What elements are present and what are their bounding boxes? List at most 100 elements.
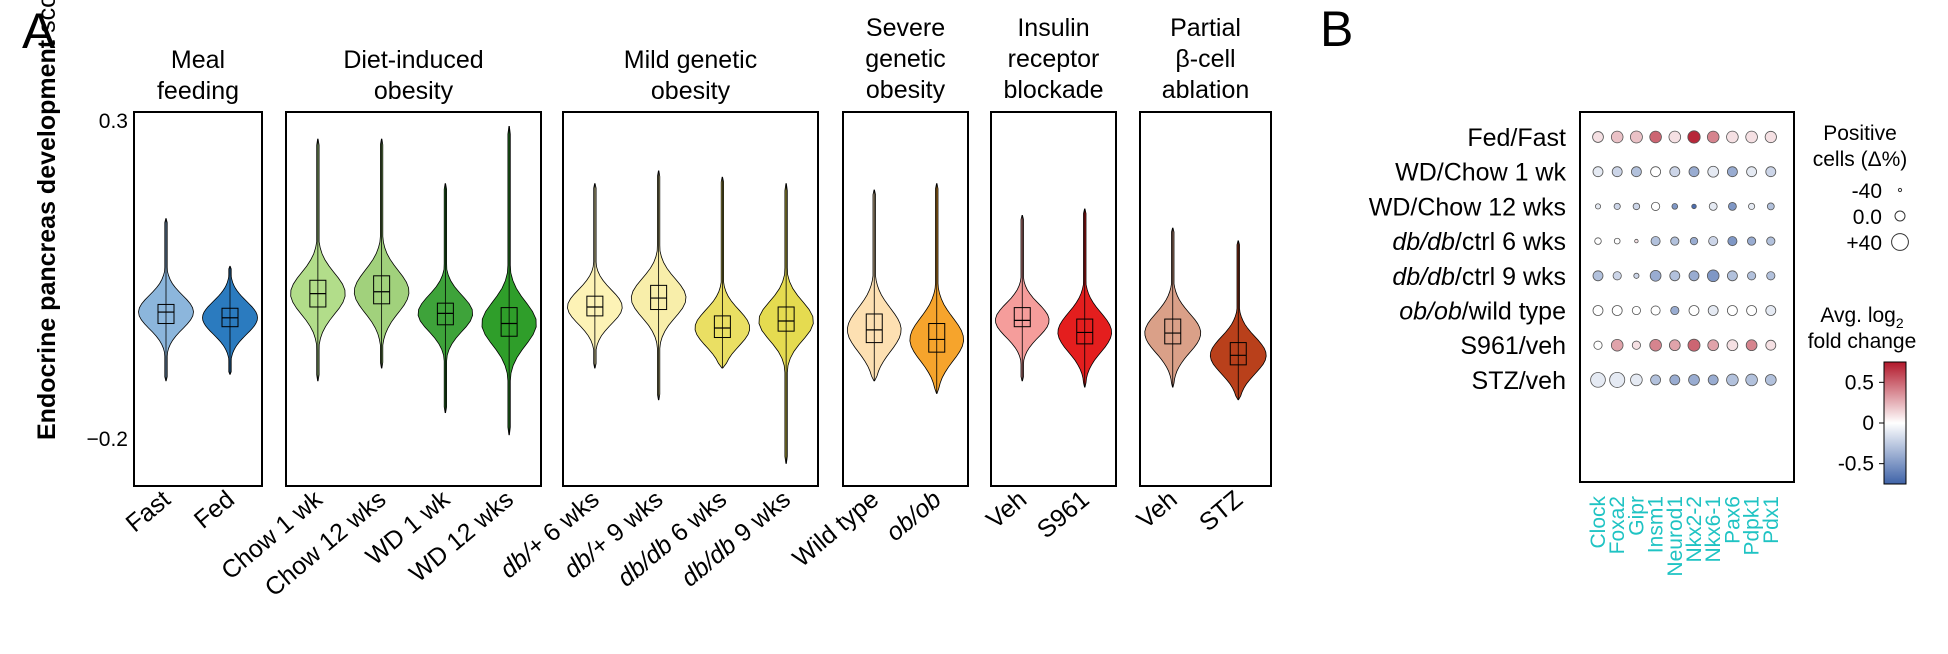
violin-box	[1229, 342, 1247, 366]
dot-neurod1	[1669, 270, 1681, 282]
dot-gipr	[1631, 166, 1642, 178]
dot-insm1	[1650, 236, 1661, 247]
dot-pdx1	[1766, 271, 1776, 281]
dot-pdx1	[1765, 305, 1777, 316]
violin-fast	[138, 218, 194, 382]
dot-nkx6-1	[1708, 202, 1718, 211]
y-axis-label-bold: Endocrine pancreas development	[33, 39, 61, 440]
violin-s961	[1057, 208, 1113, 388]
color-bar	[1883, 361, 1907, 485]
dot-pdpk1	[1745, 339, 1758, 352]
dot-nkx2-2	[1688, 166, 1700, 178]
size-legend-label: +40	[1846, 232, 1882, 255]
panel-title-line: Mild genetic	[624, 46, 757, 74]
color-bar-tick-label: 0.5	[1845, 371, 1874, 394]
color-legend-title-1: Avg. log2	[1820, 304, 1904, 331]
dot-nkx6-1	[1707, 374, 1719, 386]
row-label-part: db/db	[1392, 263, 1455, 291]
row-label-part: db/db	[1392, 228, 1455, 256]
gene-label-nkx2-2: Nkx2-2	[1683, 496, 1706, 563]
row-label: db/db/ctrl 6 wks	[1392, 228, 1566, 256]
color-legend: Avg. log2 fold change 0.5 0 -0.5	[1808, 304, 1917, 485]
dot-pdpk1	[1748, 202, 1756, 210]
dot-foxa2	[1611, 166, 1623, 178]
violin-chow-12-wks	[353, 138, 410, 369]
dot-foxa2	[1611, 305, 1623, 316]
dot-nkx6-1	[1706, 130, 1720, 144]
dot-insm1	[1649, 269, 1662, 282]
dot-nkx2-2	[1689, 236, 1699, 246]
x-tick-label-fast: Fast	[121, 485, 176, 538]
row-label: db/db/ctrl 9 wks	[1392, 263, 1566, 291]
violin-ob-ob	[909, 183, 965, 394]
row-label-part: WD/Chow 12 wks	[1369, 193, 1566, 221]
dot-nkx2-2	[1688, 305, 1700, 316]
gene-label-pdpk1: Pdpk1	[1741, 496, 1764, 556]
violin-db-db-6-wks	[694, 176, 751, 369]
panel-title-line: obesity	[651, 77, 731, 105]
panel-frame	[133, 111, 263, 487]
panel-title-line: Insulin	[1017, 14, 1089, 42]
violin-wd-1-wk	[417, 183, 474, 414]
dot-gipr	[1630, 373, 1643, 387]
dot-pax6	[1727, 305, 1738, 316]
dot-nkx2-2	[1688, 374, 1700, 386]
x-tick-label-wild-type: Wild type	[787, 485, 884, 573]
panel-title-line: Meal	[171, 46, 225, 74]
dot-plot-dots	[1590, 130, 1777, 388]
panel-partial-cell-ablation: Partial β-cell ablation Veh STZ	[1132, 14, 1272, 537]
panel-title-line: Diet-induced	[343, 46, 483, 74]
violin-veh	[995, 215, 1050, 382]
gene-label-neurod1: Neurod1	[1664, 496, 1687, 577]
size-legend-dot	[1897, 187, 1903, 193]
dot-pdpk1	[1746, 305, 1757, 316]
panel-frame	[842, 111, 969, 487]
dot-neurod1	[1671, 203, 1679, 210]
violin-box	[1164, 318, 1182, 345]
dot-pdpk1	[1747, 271, 1757, 281]
violin-wd-12-wks	[481, 125, 537, 436]
color-legend-title-2: fold change	[1808, 330, 1917, 353]
color-bar-tick-label: 0	[1862, 412, 1874, 435]
dot-gipr	[1631, 340, 1641, 350]
panel-title-line: feeding	[157, 77, 239, 105]
dot-nkx2-2	[1687, 130, 1701, 144]
panel-insulin-receptor-blockade: Insulin receptor blockade Veh S961	[981, 14, 1117, 544]
dot-foxa2	[1610, 338, 1624, 352]
dot-insm1	[1651, 201, 1661, 211]
dot-foxa2	[1613, 237, 1621, 245]
dot-foxa2	[1609, 371, 1626, 388]
panel-meal-feeding: Meal feeding Fast Fed	[121, 46, 263, 538]
violin-wild-type	[846, 189, 902, 382]
violin-fed	[202, 265, 258, 375]
panel-frame	[285, 111, 542, 487]
x-tick-label-fed: Fed	[189, 485, 240, 534]
dot-insm1	[1650, 166, 1661, 178]
dot-pax6	[1727, 270, 1738, 282]
dot-pdpk1	[1745, 373, 1758, 387]
size-legend-dot	[1894, 210, 1906, 222]
row-label: WD/Chow 1 wk	[1395, 159, 1566, 187]
panel-frame	[1139, 111, 1272, 487]
dot-pdx1	[1764, 374, 1777, 386]
violin-box	[373, 275, 391, 305]
dot-nkx6-1	[1706, 269, 1720, 283]
dot-gipr	[1634, 238, 1639, 244]
dot-pax6	[1726, 373, 1739, 387]
dot-insm1	[1650, 374, 1661, 386]
dot-pdpk1	[1747, 236, 1757, 246]
dot-pax6	[1728, 202, 1737, 211]
dot-pdpk1	[1746, 166, 1757, 178]
dot-pax6	[1727, 166, 1738, 178]
dot-clock	[1594, 237, 1602, 245]
violin-box	[928, 323, 946, 353]
row-label-part: STZ/veh	[1472, 367, 1566, 395]
x-tick-italic: ob/ob	[881, 485, 947, 547]
dot-clock	[1590, 372, 1606, 388]
violin-veh	[1144, 227, 1202, 388]
gene-label-pdx1: Pdx1	[1760, 496, 1783, 544]
panel-b: B Fed/Fast WD/Chow 1 wk WD/Chow 12 wks db/d…	[1320, 1, 1916, 577]
row-label: Fed/Fast	[1467, 124, 1566, 152]
dot-nkx2-2	[1688, 270, 1700, 282]
